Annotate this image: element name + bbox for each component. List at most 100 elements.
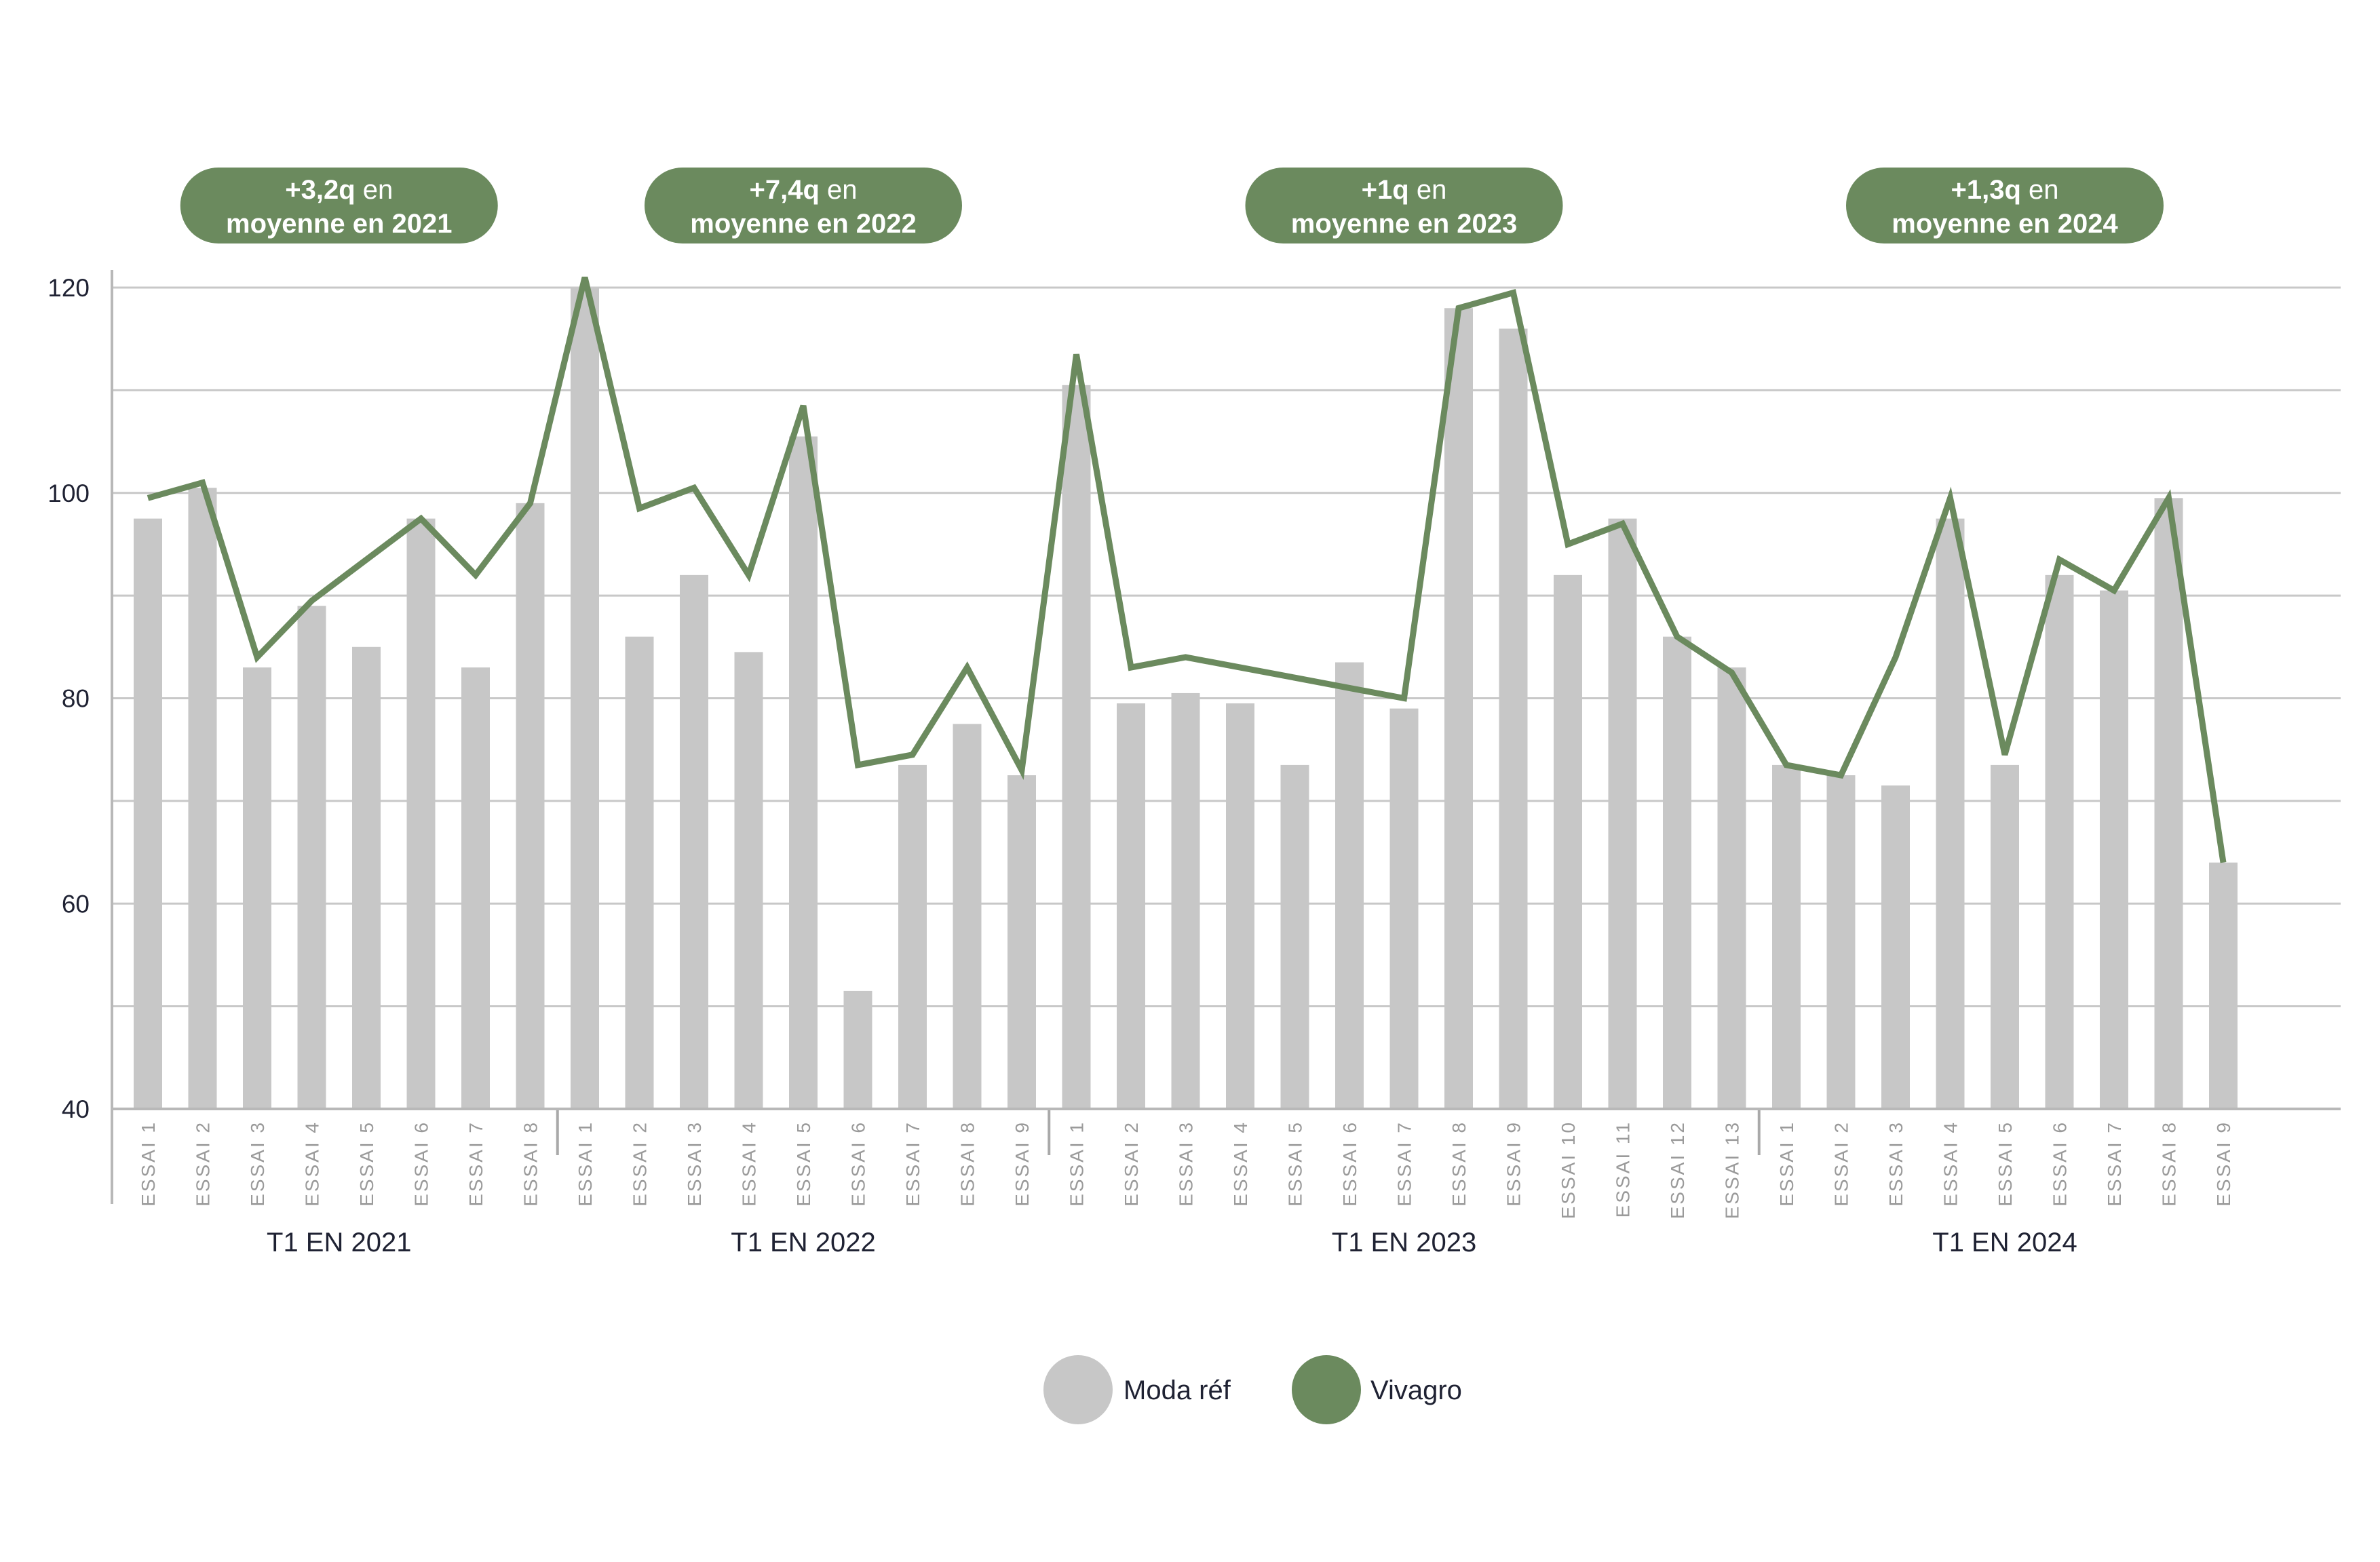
x-tick-label: ESSAI 11 [1613, 1120, 1634, 1217]
x-tick-label: ESSAI 1 [575, 1120, 596, 1207]
x-tick-label: ESSAI 9 [1503, 1120, 1524, 1207]
bar-moda-ref [1389, 708, 1419, 1109]
x-tick-label: ESSAI 6 [1339, 1120, 1360, 1207]
legend-moda-label: Moda réf [1124, 1375, 1231, 1405]
x-tick-label: ESSAI 7 [902, 1120, 923, 1207]
bar-moda-ref [1007, 775, 1036, 1109]
annotation-pills: +3,2q en moyenne en 2021 +7,4q en moyenne e… [180, 168, 2164, 243]
pill-line-2: moyenne en 2022 [690, 209, 917, 239]
bar-moda-ref [953, 724, 982, 1109]
bar-moda-ref [898, 764, 927, 1109]
x-tick-label: ESSAI 3 [1176, 1120, 1197, 1207]
pill-line-1: +3,2q en [285, 175, 393, 205]
x-tick-label: ESSAI 7 [1394, 1120, 1415, 1207]
x-tick-label: ESSAI 2 [193, 1120, 214, 1207]
x-tick-label: ESSAI 6 [411, 1120, 432, 1207]
bar-moda-ref [461, 667, 490, 1109]
x-tick-label: ESSAI 3 [1885, 1120, 1906, 1207]
y-tick-label: 120 [47, 274, 90, 302]
pill-suffix: en [1409, 175, 1447, 205]
bar-moda-ref [1772, 764, 1801, 1109]
pill-line-2: moyenne en 2023 [1291, 209, 1518, 239]
bar-moda-ref [1608, 518, 1637, 1109]
bar-moda-ref [188, 488, 217, 1109]
bar-moda-ref [243, 667, 271, 1109]
x-tick-label: ESSAI 2 [1831, 1120, 1852, 1207]
x-tick-label: ESSAI 8 [957, 1120, 978, 1207]
group-label: T1 EN 2023 [1332, 1228, 1476, 1257]
y-tick-label: 40 [62, 1095, 90, 1123]
y-tick-label: 60 [62, 890, 90, 918]
bar-moda-ref [297, 606, 326, 1109]
group-label: T1 EN 2022 [731, 1228, 875, 1257]
x-tick-label: ESSAI 2 [1121, 1120, 1142, 1207]
bar-moda-ref [2154, 498, 2183, 1109]
axes [111, 270, 2341, 1204]
vivagro-line [147, 276, 2227, 863]
bar-moda-ref [1444, 308, 1473, 1109]
bar-moda-ref [680, 574, 708, 1109]
moda-ref-bars [134, 288, 2238, 1109]
x-tick-label: ESSAI 9 [1012, 1120, 1033, 1207]
pill-line-1: +1q en [1362, 175, 1447, 205]
pill-suffix: en [2021, 175, 2059, 205]
bar-moda-ref [1991, 764, 2019, 1109]
bar-moda-ref [789, 436, 818, 1109]
bar-moda-ref [1226, 703, 1254, 1109]
annotation-pill: +1,3q en moyenne en 2024 [1846, 168, 2164, 243]
bar-moda-ref [1663, 636, 1691, 1109]
y-tick-label: 80 [62, 685, 90, 713]
x-tick-label: ESSAI 8 [2159, 1120, 2180, 1207]
line-vivagro [147, 276, 2227, 863]
group-label: T1 EN 2021 [267, 1228, 411, 1257]
legend-moda-swatch [1043, 1355, 1113, 1424]
bar-moda-ref [1826, 775, 1856, 1109]
pill-background [645, 168, 962, 243]
x-tick-label: ESSAI 10 [1558, 1120, 1579, 1219]
x-tick-label: ESSAI 5 [1285, 1120, 1306, 1207]
annotation-pill: +1q en moyenne en 2023 [1245, 168, 1563, 243]
pill-suffix: en [356, 175, 394, 205]
group-labels: T1 EN 2021 T1 EN 2022 T1 EN 2023 T1 EN 2024 [267, 1228, 2077, 1257]
x-tick-label: ESSAI 5 [793, 1120, 814, 1207]
annotation-pill: +3,2q en moyenne en 2021 [180, 168, 498, 243]
x-tick-label: ESSAI 2 [630, 1120, 651, 1207]
pill-suffix: en [820, 175, 858, 205]
pill-value: +1q [1362, 175, 1409, 205]
x-tick-label: ESSAI 4 [1940, 1120, 1961, 1207]
x-tick-label: ESSAI 1 [1067, 1120, 1088, 1207]
x-tick-label: ESSAI 5 [1995, 1120, 2016, 1207]
x-tick-label: ESSAI 5 [356, 1120, 377, 1207]
x-tick-label: ESSAI 3 [247, 1120, 268, 1207]
x-axis-ticks: ESSAI 1 ESSAI 2 ESSAI 3 ESSAI 4 ESSAI 5 ESSAI… [138, 1120, 2234, 1219]
bar-moda-ref [1717, 667, 1746, 1109]
x-tick-label: ESSAI 12 [1667, 1120, 1688, 1219]
x-tick-label: ESSAI 8 [1448, 1120, 1470, 1207]
bar-moda-ref [2209, 862, 2238, 1109]
legend-vivagro-swatch [1292, 1355, 1361, 1424]
x-tick-label: ESSAI 4 [739, 1120, 760, 1207]
bar-moda-ref [843, 990, 872, 1109]
pill-line-2: moyenne en 2024 [1892, 209, 2118, 239]
x-tick-label: ESSAI 4 [1230, 1120, 1251, 1207]
bar-moda-ref [625, 636, 654, 1109]
bar-moda-ref [134, 518, 162, 1109]
x-tick-label: ESSAI 7 [465, 1120, 486, 1207]
bar-moda-ref [2045, 574, 2074, 1109]
y-axis-ticks: 40 60 80 100 120 [47, 274, 90, 1123]
bar-moda-ref [1171, 692, 1200, 1109]
y-tick-label: 100 [47, 480, 90, 507]
bar-moda-ref [1117, 703, 1145, 1109]
x-tick-label: ESSAI 6 [2050, 1120, 2071, 1207]
bar-moda-ref [2100, 590, 2128, 1109]
pill-background [180, 168, 498, 243]
legend-vivagro-label: Vivagro [1370, 1375, 1462, 1405]
annotation-pill: +7,4q en moyenne en 2022 [645, 168, 962, 243]
bar-moda-ref [1554, 574, 1582, 1109]
x-tick-label: ESSAI 1 [138, 1120, 159, 1207]
bar-moda-ref [1499, 328, 1528, 1109]
bar-moda-ref [516, 503, 545, 1109]
bar-moda-ref [1881, 785, 1910, 1109]
pill-value: +7,4q [749, 175, 819, 205]
